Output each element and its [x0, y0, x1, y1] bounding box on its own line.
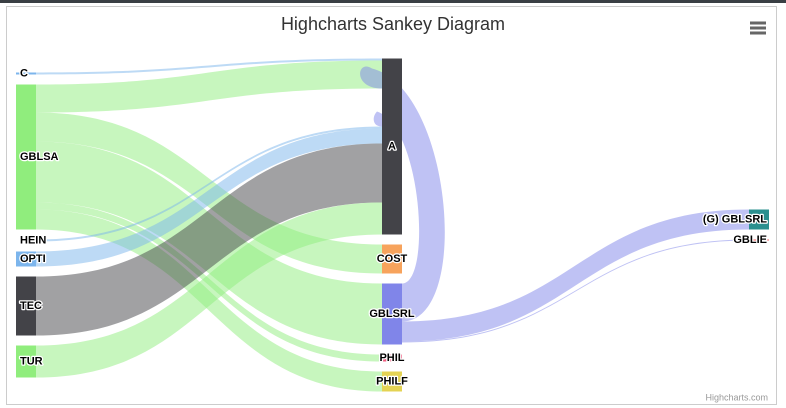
- node: [16, 239, 36, 242]
- link: [36, 128, 382, 267]
- node-label: C: [20, 67, 28, 79]
- node-label: HEIN: [20, 234, 46, 246]
- node-label: OPTI: [20, 253, 46, 265]
- node: [382, 58, 402, 235]
- node: [16, 276, 36, 336]
- link: [36, 143, 382, 336]
- top-bar: [0, 0, 786, 3]
- node: [382, 283, 402, 345]
- node: [749, 209, 769, 230]
- node: [382, 371, 402, 392]
- credits[interactable]: Highcharts.com: [705, 392, 768, 402]
- node-label: GBLSRL: [369, 308, 415, 320]
- node-label: TEC: [20, 300, 42, 312]
- node: [16, 84, 36, 230]
- node-label: (G) GBLSRL: [703, 213, 767, 225]
- link: [36, 126, 382, 242]
- node: [16, 251, 36, 267]
- menu-button[interactable]: [744, 16, 770, 40]
- link: [36, 58, 382, 75]
- link: [360, 66, 445, 322]
- link: [402, 209, 749, 342]
- node-label: GBLSA: [20, 151, 59, 163]
- node-label: COST: [377, 253, 408, 265]
- link: [402, 239, 749, 343]
- link: [36, 60, 382, 113]
- node: [16, 72, 36, 75]
- node-label: GBLIE: [733, 234, 767, 246]
- node: [382, 244, 402, 274]
- chart-title: Highcharts Sankey Diagram: [281, 14, 505, 34]
- node-label: PHILF: [376, 375, 408, 387]
- node: [16, 345, 36, 378]
- node-label: TUR: [20, 355, 43, 367]
- link: [36, 202, 382, 378]
- node-label: PHIL: [379, 352, 404, 364]
- node: [749, 239, 769, 241]
- menu-icon: [750, 21, 766, 35]
- node: [382, 354, 402, 362]
- node-label: A: [388, 140, 396, 152]
